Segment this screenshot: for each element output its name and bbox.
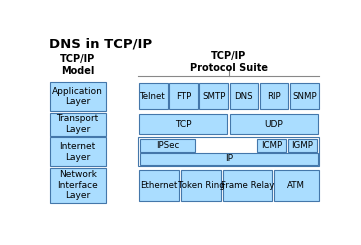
FancyBboxPatch shape xyxy=(50,137,105,166)
Text: DNS in TCP/IP: DNS in TCP/IP xyxy=(49,37,152,50)
Text: FTP: FTP xyxy=(176,92,191,101)
Text: DNS: DNS xyxy=(235,92,253,101)
Text: TCP: TCP xyxy=(175,120,191,129)
Text: Network
Interface
Layer: Network Interface Layer xyxy=(57,171,98,200)
Text: IGMP: IGMP xyxy=(291,141,313,150)
Text: IPSec: IPSec xyxy=(156,141,179,150)
Text: Internet
Layer: Internet Layer xyxy=(60,142,96,161)
Text: TCP/IP
Model: TCP/IP Model xyxy=(60,54,95,76)
FancyBboxPatch shape xyxy=(138,137,319,166)
Text: RIP: RIP xyxy=(268,92,281,101)
Text: ATM: ATM xyxy=(287,181,305,190)
FancyBboxPatch shape xyxy=(140,153,318,165)
FancyBboxPatch shape xyxy=(140,139,195,152)
FancyBboxPatch shape xyxy=(181,170,222,201)
Text: TCP/IP
Protocol Suite: TCP/IP Protocol Suite xyxy=(190,51,268,73)
Text: SMTP: SMTP xyxy=(202,92,225,101)
FancyBboxPatch shape xyxy=(290,83,319,110)
Text: Frame Relay: Frame Relay xyxy=(221,181,274,190)
FancyBboxPatch shape xyxy=(139,170,179,201)
Text: Token Ring: Token Ring xyxy=(178,181,225,190)
Text: Application
Layer: Application Layer xyxy=(52,87,103,106)
FancyBboxPatch shape xyxy=(50,82,105,111)
Text: Ethernet: Ethernet xyxy=(140,181,178,190)
FancyBboxPatch shape xyxy=(260,83,288,110)
FancyBboxPatch shape xyxy=(139,114,227,134)
Text: Telnet: Telnet xyxy=(140,92,166,101)
FancyBboxPatch shape xyxy=(223,170,272,201)
FancyBboxPatch shape xyxy=(274,170,319,201)
FancyBboxPatch shape xyxy=(50,112,105,136)
FancyBboxPatch shape xyxy=(230,83,258,110)
FancyBboxPatch shape xyxy=(169,83,198,110)
Text: ICMP: ICMP xyxy=(261,141,282,150)
FancyBboxPatch shape xyxy=(288,139,317,152)
Text: UDP: UDP xyxy=(264,120,283,129)
Text: Transport
Layer: Transport Layer xyxy=(57,114,99,134)
FancyBboxPatch shape xyxy=(199,83,228,110)
Text: IP: IP xyxy=(225,154,233,163)
FancyBboxPatch shape xyxy=(50,168,105,203)
Text: SNMP: SNMP xyxy=(292,92,317,101)
FancyBboxPatch shape xyxy=(139,83,168,110)
FancyBboxPatch shape xyxy=(257,139,286,152)
FancyBboxPatch shape xyxy=(230,114,318,134)
